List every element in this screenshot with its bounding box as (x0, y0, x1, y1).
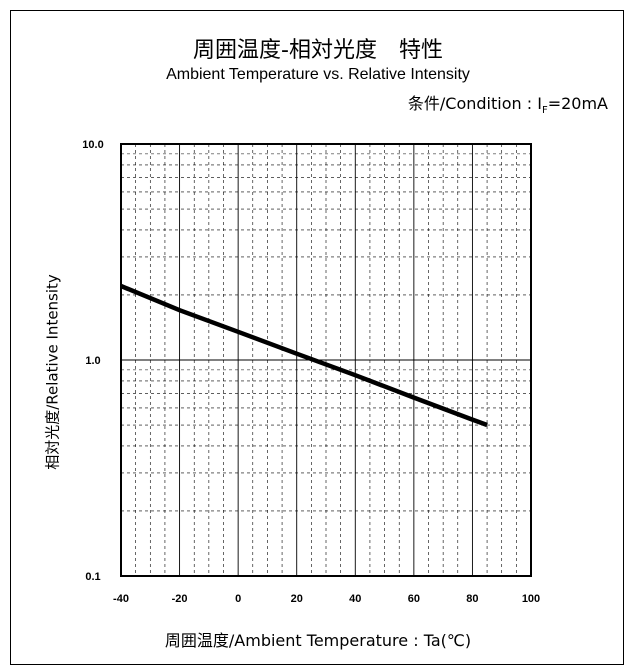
x-tick-label: -20 (172, 593, 188, 605)
tick-labels: -40 -20 0 20 40 60 80 100 0.1 1.0 10.0 (82, 139, 540, 605)
condition-prefix: 条件/Condition : I (407, 94, 542, 113)
chart-title-en: Ambient Temperature vs. Relative Intensi… (166, 66, 470, 83)
series-line (120, 283, 488, 428)
x-tick-label: 20 (291, 593, 303, 605)
y-tick-label: 0.1 (85, 571, 100, 583)
y-tick-label: 1.0 (85, 355, 100, 367)
condition-suffix: =20mA (547, 94, 608, 113)
chart-frame (10, 10, 624, 665)
x-tick-label: 100 (522, 593, 540, 605)
plot-border (120, 143, 532, 577)
y-tick-label: 10.0 (82, 139, 103, 151)
x-tick-label: 0 (235, 593, 241, 605)
chart-title-jp: 周囲温度-相対光度 特性 (193, 38, 443, 63)
grid-lines (120, 144, 532, 577)
x-tick-label: 80 (466, 593, 478, 605)
x-tick-label: 40 (349, 593, 361, 605)
x-tick-label: 60 (408, 593, 420, 605)
condition-label: 条件/Condition : IF=20mA (408, 90, 608, 116)
x-tick-label: -40 (113, 593, 129, 605)
x-axis-label: 周囲温度/Ambient Temperature : Ta(℃) (164, 631, 472, 650)
condition-subscript: F (541, 105, 548, 117)
